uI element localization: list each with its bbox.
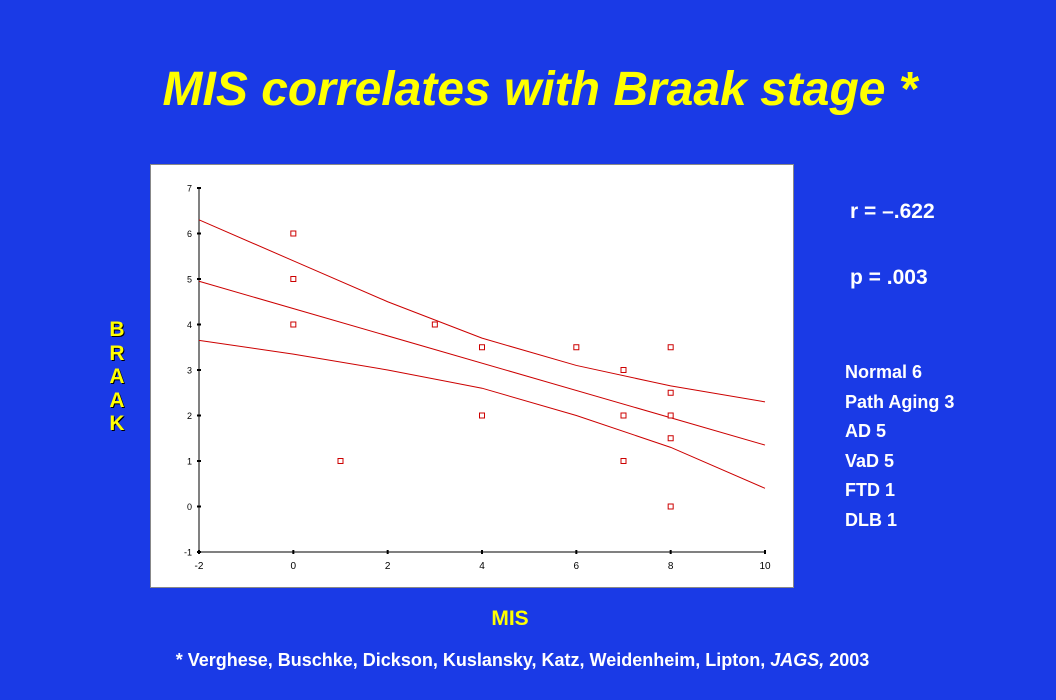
x-tick-label: 8: [668, 561, 674, 572]
y-tick-label: 5: [187, 275, 192, 285]
y-tick-label: 2: [187, 411, 192, 421]
group-counts-list: Normal 6 Path Aging 3 AD 5 VaD 5 FTD 1 D…: [845, 358, 954, 535]
data-point: [479, 412, 485, 419]
y-tick-label: 0: [187, 502, 192, 512]
y-axis-label-letter: R: [109, 341, 125, 365]
x-tick-label: -2: [195, 561, 204, 572]
group-count-normal: Normal 6: [845, 362, 923, 382]
y-axis-label-letter: A: [109, 365, 125, 388]
y-tick-label: 4: [187, 320, 192, 330]
y-axis-label-letter: B: [109, 318, 125, 341]
data-point: [667, 389, 674, 396]
plot-frame: -1 0 1 2 3 4 5 6 7 -2 0 2 4 6 8 10: [150, 164, 794, 588]
slide-title: MIS correlates with Braak stage *: [162, 63, 918, 116]
data-point: [667, 503, 674, 510]
data-point: [573, 344, 580, 351]
group-count-dlb: DLB 1: [845, 509, 898, 530]
citation-authors: * Verghese, Buschke, Dickson, Kuslansky,…: [175, 650, 771, 670]
correlation-r: r = –.622: [850, 200, 935, 223]
y-axis-label-letter: A: [109, 388, 125, 412]
data-point: [290, 276, 297, 282]
data-point: [479, 344, 485, 351]
citation: * Verghese, Buschke, Dickson, Kuslansky,…: [0, 650, 1045, 671]
data-point: [431, 321, 438, 328]
y-tick-label: 6: [187, 229, 192, 239]
y-axis-label-letter: K: [109, 412, 125, 435]
citation-year: 2003: [824, 650, 870, 670]
data-point: [667, 412, 674, 419]
y-tick-label: -1: [184, 548, 192, 558]
x-tick-label: 6: [574, 561, 580, 572]
x-tick-label: 2: [385, 561, 391, 572]
p-value: p = .003: [850, 266, 928, 289]
scatter-chart: -1 0 1 2 3 4 5 6 7 -2 0 2 4 6 8 10: [184, 184, 771, 573]
group-count-path-aging: Path Aging 3: [845, 391, 955, 412]
group-count-ad: AD 5: [845, 421, 887, 441]
citation-journal: JAGS,: [770, 650, 825, 670]
x-tick-label: 4: [479, 561, 485, 572]
x-tick-label: 10: [759, 561, 771, 572]
confidence-lower-line: [198, 339, 766, 489]
data-point: [620, 458, 627, 464]
y-tick-label: 1: [187, 457, 192, 467]
data-point: [290, 230, 297, 237]
data-point: [667, 344, 674, 351]
x-tick-label: 0: [291, 561, 297, 572]
data-point: [337, 458, 344, 464]
data-point: [620, 367, 627, 373]
group-count-vad: VaD 5: [845, 450, 895, 471]
data-point: [667, 435, 674, 442]
y-tick-label: 3: [187, 366, 192, 376]
confidence-upper-line: [198, 219, 766, 403]
x-axis-label: MIS: [491, 607, 529, 630]
group-count-ftd: FTD 1: [845, 480, 896, 500]
data-point: [620, 412, 627, 419]
regression-line: [198, 280, 766, 446]
data-point: [290, 321, 297, 328]
y-tick-label: 7: [187, 184, 192, 194]
